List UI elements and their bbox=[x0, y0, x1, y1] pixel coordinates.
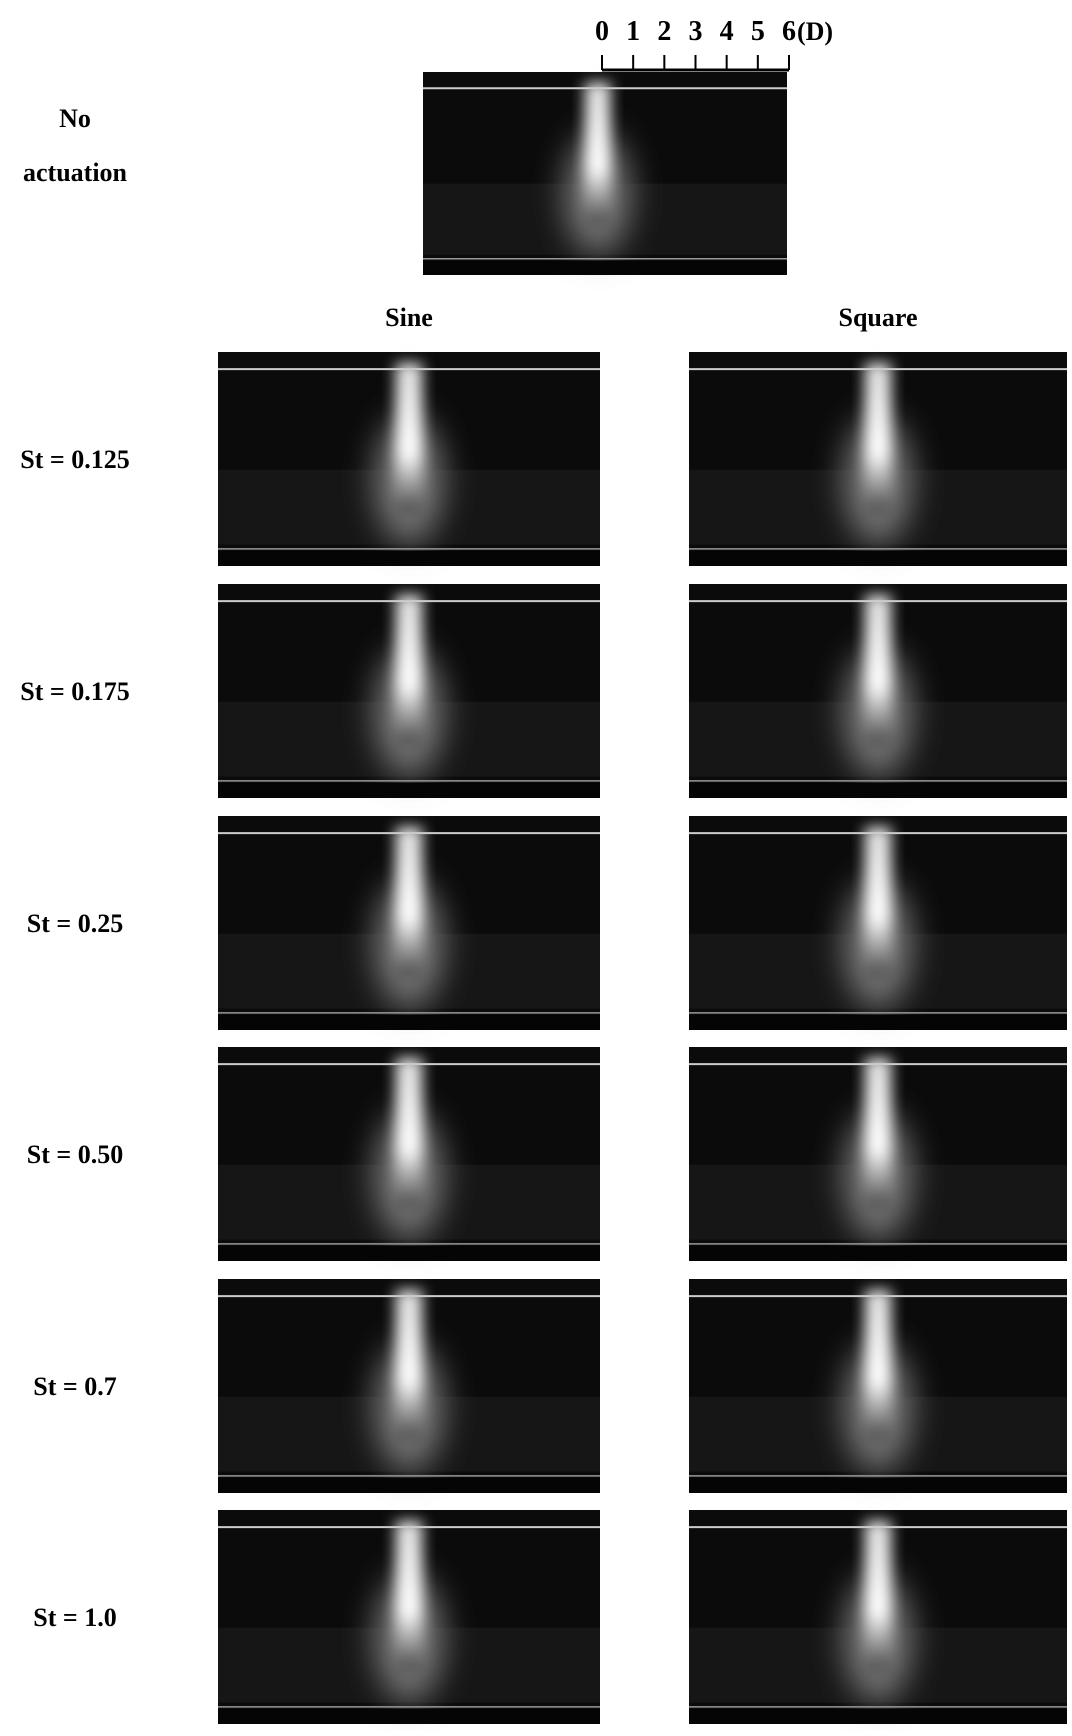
image-bottom bbox=[218, 1015, 600, 1030]
label-line: No bbox=[59, 104, 91, 133]
flow-image bbox=[218, 352, 600, 566]
flow-image bbox=[218, 1279, 600, 1493]
jet-core bbox=[395, 1520, 423, 1671]
flow-image bbox=[689, 584, 1067, 798]
jet-core bbox=[395, 362, 423, 513]
image-bottom bbox=[689, 1478, 1067, 1493]
baseline-label: No actuation bbox=[23, 104, 128, 187]
row-label: St = 0.25 bbox=[27, 909, 123, 938]
image-bottom bbox=[218, 1478, 600, 1493]
scale-label: 2 bbox=[657, 16, 671, 47]
column-header: Sine bbox=[385, 303, 433, 332]
jet-core bbox=[395, 1289, 423, 1440]
scale-label: 3 bbox=[689, 16, 703, 47]
jet-core bbox=[864, 1057, 892, 1208]
scale-label: 1 bbox=[626, 16, 640, 47]
jet-core bbox=[395, 1057, 423, 1208]
jet-core bbox=[395, 826, 423, 977]
scale-label: 5 bbox=[751, 16, 765, 47]
label-line: actuation bbox=[23, 158, 128, 187]
jet-core bbox=[864, 1520, 892, 1671]
image-bottom bbox=[218, 1709, 600, 1724]
flow-image bbox=[689, 1510, 1067, 1724]
jet-core bbox=[864, 826, 892, 977]
row-label: St = 0.7 bbox=[33, 1372, 116, 1401]
image-bottom bbox=[218, 1246, 600, 1261]
flow-image bbox=[689, 1279, 1067, 1493]
flow-image bbox=[423, 72, 787, 275]
image-bottom bbox=[689, 1709, 1067, 1724]
jet-core bbox=[584, 82, 611, 225]
jet-core bbox=[395, 594, 423, 745]
flow-image bbox=[218, 816, 600, 1030]
scale-label: 0 bbox=[595, 16, 609, 47]
column-header: Square bbox=[839, 303, 918, 332]
flow-image bbox=[218, 1047, 600, 1261]
flow-image bbox=[218, 584, 600, 798]
jet-core bbox=[864, 362, 892, 513]
flow-image bbox=[689, 352, 1067, 566]
flow-image bbox=[218, 1510, 600, 1724]
image-bottom bbox=[218, 783, 600, 798]
row-label: St = 0.175 bbox=[20, 677, 129, 706]
row-label: St = 1.0 bbox=[33, 1603, 116, 1632]
scale-label: 6 bbox=[782, 16, 796, 47]
scale-unit: (D) bbox=[797, 17, 833, 46]
row-label: St = 0.125 bbox=[20, 445, 129, 474]
image-bottom bbox=[218, 551, 600, 566]
scale-label: 4 bbox=[720, 16, 734, 47]
jet-core bbox=[864, 594, 892, 745]
jet-core bbox=[864, 1289, 892, 1440]
image-bottom bbox=[689, 1246, 1067, 1261]
flow-image bbox=[689, 816, 1067, 1030]
flow-image bbox=[689, 1047, 1067, 1261]
row-label: St = 0.50 bbox=[27, 1140, 123, 1169]
image-bottom bbox=[689, 551, 1067, 566]
image-bottom bbox=[689, 1015, 1067, 1030]
image-bottom bbox=[423, 260, 787, 275]
image-bottom bbox=[689, 783, 1067, 798]
